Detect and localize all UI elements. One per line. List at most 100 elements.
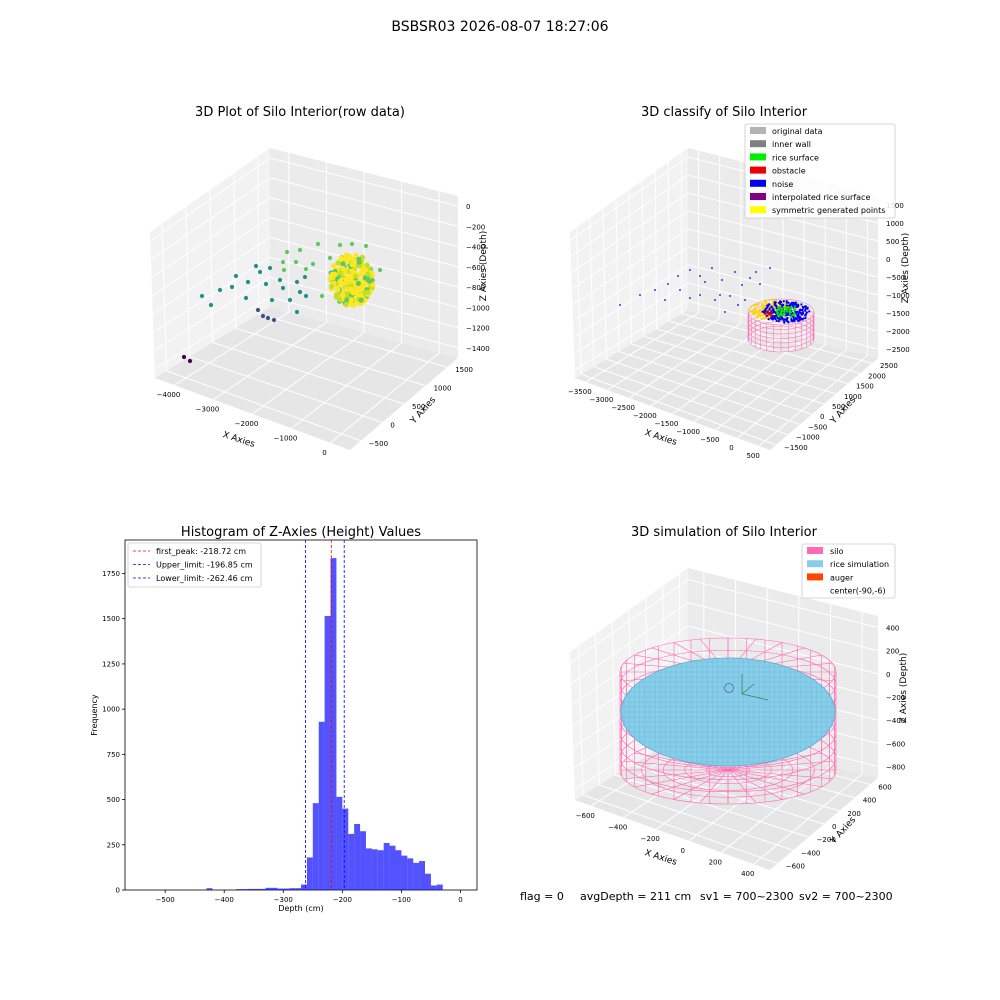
- histogram-ytick-label: 500: [107, 796, 120, 804]
- histogram-ytick-label: 1500: [102, 615, 120, 623]
- classify-point: [773, 301, 776, 304]
- raw-data-point: [271, 317, 277, 323]
- raw-data-point: [344, 259, 351, 265]
- classify-point: [782, 302, 785, 305]
- histogram-bar: [430, 885, 437, 890]
- classify-ygrid-line: [589, 217, 789, 436]
- histogram-bar: [241, 889, 248, 890]
- classify-point: [796, 313, 799, 317]
- histogram-bar: [259, 888, 266, 890]
- classify-point: [761, 305, 765, 308]
- histogram-bar: [336, 796, 343, 890]
- histogram-xtick-label: −500: [156, 896, 175, 904]
- simulation-ztick-label: −400: [886, 717, 905, 725]
- classify-point: [792, 319, 795, 322]
- classify-point: [741, 284, 743, 286]
- raw-zgrid-line: [150, 157, 459, 242]
- raw-data-point: [233, 273, 239, 279]
- simulation-legend-label: auger: [830, 573, 854, 582]
- classify-point: [785, 318, 789, 321]
- classify-point: [761, 317, 764, 320]
- classify-point: [763, 300, 766, 303]
- classify-point: [808, 310, 811, 313]
- histogram-title: Histogram of Z-Axies (Height) Values: [181, 525, 421, 540]
- histogram-bar: [413, 862, 420, 890]
- histogram-bar: [301, 884, 307, 890]
- histogram-bar: [253, 888, 260, 890]
- classify-point: [768, 307, 771, 310]
- simulation-xtick-label: 0: [681, 847, 685, 855]
- classify-point: [773, 303, 776, 307]
- raw-data-point: [327, 255, 333, 261]
- raw-data-point: [335, 286, 341, 293]
- raw-data-point: [257, 269, 263, 275]
- histogram-xtick-label: −400: [215, 896, 234, 904]
- classify-ygrid-line: [615, 199, 813, 415]
- classify-point: [790, 318, 793, 321]
- classify-point: [756, 310, 759, 314]
- classify-point: [779, 318, 782, 321]
- classify-point: [778, 301, 782, 304]
- classify-ytick-label: −500: [808, 423, 827, 431]
- classify-xtick-label: −500: [700, 436, 719, 444]
- histogram-xtick-label: 0: [458, 896, 462, 904]
- silo-floor-line: [651, 769, 729, 795]
- histogram-ylabel: Frequency: [90, 694, 99, 736]
- raw-data-point: [199, 293, 205, 299]
- classify-ztick-label: −2500: [886, 346, 910, 354]
- classify-point: [798, 319, 801, 322]
- raw-data-point: [265, 315, 271, 321]
- histogram-ytick-label: 1250: [102, 660, 120, 668]
- classify-point: [802, 306, 805, 310]
- raw-ztick-label: −1000: [466, 304, 490, 312]
- raw-data-point: [284, 249, 290, 255]
- classify-point: [719, 294, 721, 296]
- classify-legend: original data inner wall rice surface obsta…: [744, 123, 896, 219]
- classify-point: [791, 304, 794, 307]
- classify-point: [721, 279, 723, 281]
- classify-zlabel: Z Axies (Depth): [901, 233, 911, 304]
- classify-legend-swatch: [750, 206, 766, 214]
- classify-point: [758, 314, 762, 317]
- classify-point: [734, 271, 736, 273]
- histogram-bar: [247, 888, 254, 890]
- simulation-zgrid-line: [570, 579, 879, 663]
- raw-ztick-label: −800: [466, 284, 485, 292]
- raw-data-point: [267, 265, 273, 271]
- classify-point: [779, 313, 782, 316]
- simulation-legend-swatch: [807, 547, 823, 554]
- raw-data-point: [353, 273, 359, 279]
- classify-point: [699, 294, 701, 296]
- classify-ztick-label: 1000: [886, 220, 904, 228]
- classify-point: [787, 321, 790, 324]
- classify-point: [790, 315, 793, 318]
- histogram-bar: [348, 833, 355, 890]
- classify-point: [769, 267, 771, 269]
- raw-zgrid-line: [153, 276, 459, 352]
- classify-point: [749, 305, 753, 308]
- raw-data-point: [365, 289, 371, 295]
- simulation-ygrid-line: [577, 645, 778, 864]
- simulation-ztick-label: −800: [886, 763, 905, 771]
- raw-data-point: [329, 271, 335, 278]
- raw-data-point: [335, 260, 341, 266]
- histogram-bar: [289, 888, 296, 890]
- raw-data-point: [297, 247, 303, 253]
- simulation-zlabel: Z Axies (Depth): [899, 653, 909, 724]
- classify-point: [679, 289, 681, 291]
- classify-point: [793, 314, 796, 317]
- classify-xtick-label: 500: [746, 452, 759, 460]
- classify-legend-swatch: [750, 127, 766, 134]
- classify-ygrid-line: [680, 152, 873, 364]
- raw-ygrid-line: [257, 156, 448, 368]
- raw-data-point: [208, 302, 214, 308]
- classify-point: [806, 307, 809, 310]
- raw-data-point: [365, 271, 371, 277]
- histogram-bar: [342, 808, 349, 890]
- raw-data-point: [319, 293, 325, 299]
- classify-point: [773, 310, 776, 314]
- histogram-bar: [436, 884, 443, 890]
- classify-point: [781, 314, 784, 317]
- silo-floor-line: [727, 769, 757, 804]
- classify-xtick-label: −3000: [590, 396, 614, 404]
